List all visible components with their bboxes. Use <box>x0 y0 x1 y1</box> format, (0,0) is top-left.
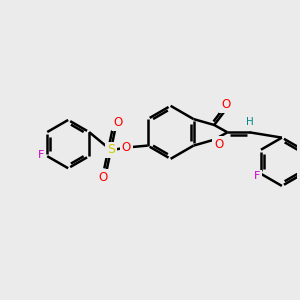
Text: O: O <box>114 116 123 129</box>
Text: O: O <box>122 141 131 154</box>
Text: O: O <box>214 138 223 151</box>
Text: F: F <box>38 150 44 160</box>
Text: S: S <box>107 143 115 157</box>
Text: F: F <box>254 171 261 181</box>
Text: O: O <box>221 98 230 111</box>
Text: O: O <box>99 171 108 184</box>
Text: H: H <box>246 117 254 127</box>
